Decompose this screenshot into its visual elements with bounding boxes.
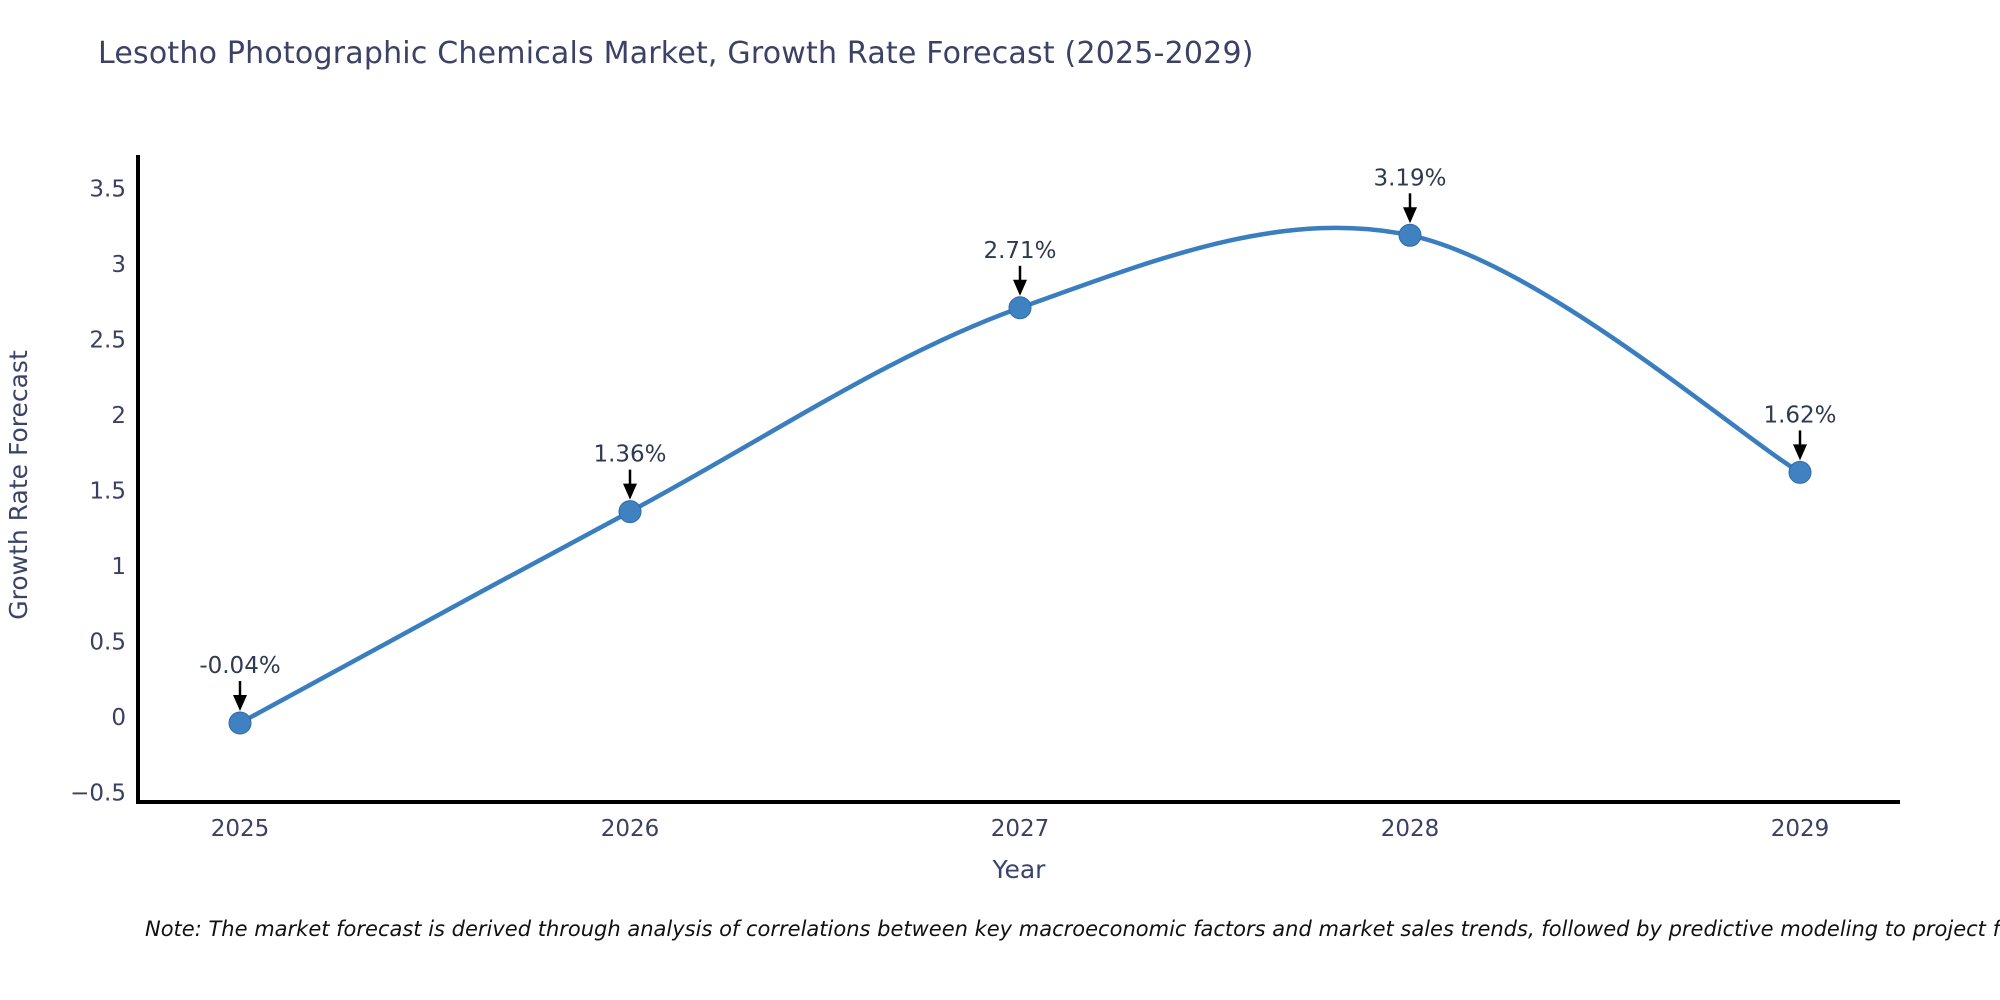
data-point-2028 — [1398, 223, 1422, 247]
y-axis-title: Growth Rate Forecast — [4, 350, 33, 620]
annotation-label-2027: 2.71% — [983, 238, 1056, 264]
annotation-arrowhead-2027 — [1013, 279, 1027, 296]
y-tick-label: −0.5 — [70, 781, 126, 807]
annotation-arrowhead-2029 — [1793, 444, 1807, 461]
y-tick-label: 2 — [111, 403, 126, 429]
x-tick-label: 2026 — [601, 816, 660, 842]
footnote-text: Note: The market forecast is derived thr… — [145, 917, 2000, 941]
y-tick-label: 2.5 — [89, 328, 126, 354]
y-tick-label: 3.5 — [89, 177, 126, 203]
x-axis-title: Year — [992, 855, 1047, 884]
x-tick-label: 2025 — [211, 816, 270, 842]
annotation-arrowhead-2028 — [1403, 207, 1417, 224]
annotation-label-2029: 1.62% — [1763, 402, 1836, 428]
chart-title: Lesotho Photographic Chemicals Market, G… — [98, 36, 1254, 71]
data-point-2027 — [1008, 296, 1032, 320]
data-point-2026 — [618, 500, 642, 524]
data-point-2029 — [1788, 460, 1812, 484]
x-tick-label: 2028 — [1381, 816, 1440, 842]
y-tick-label: 3 — [111, 252, 126, 278]
annotation-label-2025: -0.04% — [199, 653, 280, 679]
x-tick-label: 2027 — [991, 816, 1050, 842]
y-tick-label: 1 — [111, 554, 126, 580]
annotation-arrowhead-2025 — [233, 695, 247, 712]
data-point-2025 — [228, 711, 252, 735]
y-tick-label: 0 — [111, 705, 126, 731]
y-tick-label: 1.5 — [89, 479, 126, 505]
annotation-arrowhead-2026 — [623, 483, 637, 500]
annotation-label-2028: 3.19% — [1373, 165, 1446, 191]
y-tick-label: 0.5 — [89, 630, 126, 656]
x-tick-label: 2029 — [1771, 816, 1830, 842]
annotation-label-2026: 1.36% — [593, 442, 666, 468]
